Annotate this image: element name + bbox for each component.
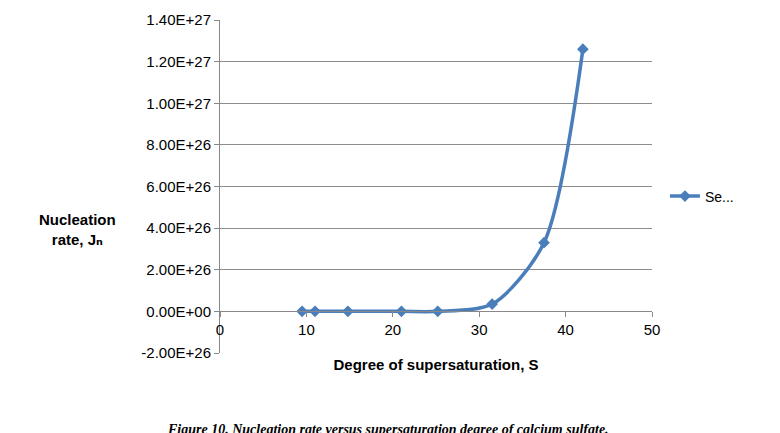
svg-text:-2.00E+26: -2.00E+26 [141,344,211,361]
svg-text:4.00E+26: 4.00E+26 [146,219,211,236]
svg-text:1.00E+27: 1.00E+27 [146,95,211,112]
svg-text:2.00E+26: 2.00E+26 [146,261,211,278]
svg-text:1.20E+27: 1.20E+27 [146,53,211,70]
svg-text:0: 0 [216,321,224,338]
svg-text:Figure 10. Nucleation rate ver: Figure 10. Nucleation rate versus supers… [167,422,609,433]
svg-text:40: 40 [557,321,574,338]
svg-text:Degree of supersaturation, S: Degree of supersaturation, S [333,356,538,373]
svg-text:8.00E+26: 8.00E+26 [146,136,211,153]
svg-text:10: 10 [298,321,315,338]
svg-text:50: 50 [644,321,661,338]
svg-text:6.00E+26: 6.00E+26 [146,178,211,195]
svg-text:30: 30 [471,321,488,338]
svg-text:1.40E+27: 1.40E+27 [146,11,211,28]
svg-text:20: 20 [384,321,401,338]
svg-text:Nucleationrate, Jₙ: Nucleationrate, Jₙ [39,211,116,248]
svg-text:0.00E+00: 0.00E+00 [146,303,211,320]
svg-text:Se...: Se... [705,189,734,205]
